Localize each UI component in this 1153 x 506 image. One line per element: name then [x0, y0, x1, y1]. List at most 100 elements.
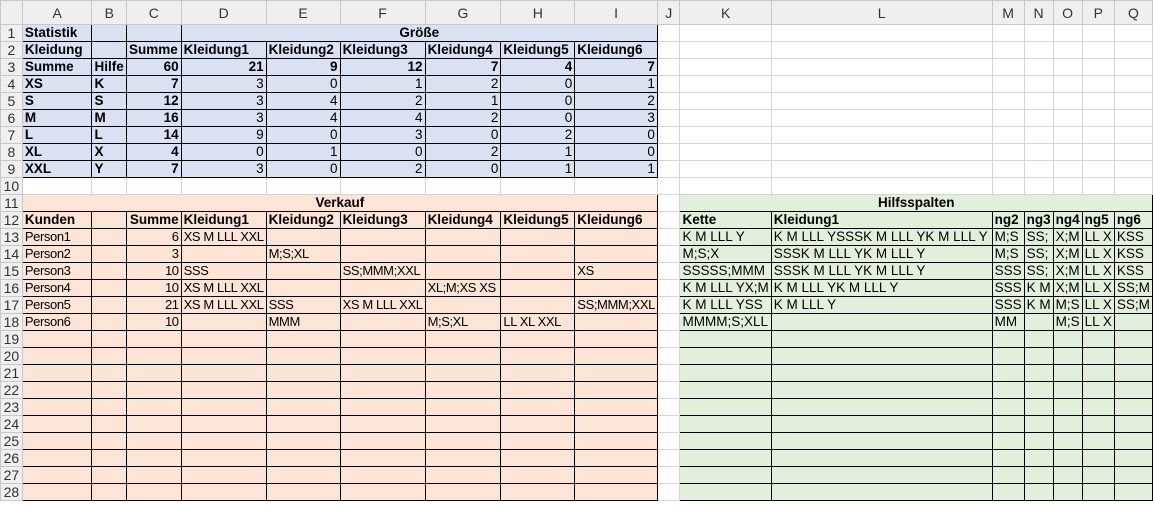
cell-O4[interactable]	[1052, 75, 1083, 93]
cell-K3[interactable]	[679, 58, 772, 76]
cell-H24[interactable]	[500, 415, 576, 433]
cell-B27[interactable]	[91, 466, 128, 484]
cell-P4[interactable]	[1081, 75, 1115, 93]
cell-B5[interactable]: S	[91, 92, 128, 110]
cell-A1[interactable]: Statistik	[21, 24, 93, 42]
cell-M22[interactable]	[991, 381, 1025, 399]
cell-C3[interactable]: 60	[126, 58, 182, 76]
cell-L4[interactable]	[770, 75, 993, 93]
cell-D17[interactable]: XS M LLL XXL	[180, 296, 267, 314]
cell-Q10[interactable]	[1113, 177, 1153, 195]
row-header-28[interactable]: 28	[0, 483, 23, 501]
cell-O24[interactable]	[1052, 415, 1083, 433]
cell-I4[interactable]: 1	[574, 75, 658, 93]
cell-H27[interactable]	[500, 466, 576, 484]
cell-O16[interactable]: X;M	[1052, 279, 1083, 297]
cell-J20[interactable]	[656, 347, 681, 365]
cell-E12[interactable]: Kleidung2	[265, 211, 341, 229]
cell-A12[interactable]: Kunden	[21, 211, 93, 229]
cell-E14[interactable]: M;S;XL	[265, 245, 341, 263]
column-header-D[interactable]: D	[180, 0, 267, 25]
cell-D28[interactable]	[180, 483, 267, 501]
column-header-L[interactable]: L	[770, 0, 993, 25]
column-header-P[interactable]: P	[1081, 0, 1115, 25]
cell-L2[interactable]	[770, 41, 993, 59]
cell-J5[interactable]	[656, 92, 681, 110]
cell-G19[interactable]	[424, 330, 502, 348]
row-header-19[interactable]: 19	[0, 330, 23, 348]
cell-J22[interactable]	[656, 381, 681, 399]
column-header-Q[interactable]: Q	[1113, 0, 1153, 25]
cell-J2[interactable]	[656, 41, 681, 59]
row-header-10[interactable]: 10	[0, 177, 23, 195]
cell-A4[interactable]: XS	[21, 75, 93, 93]
cell-Q9[interactable]	[1113, 160, 1153, 178]
cell-E24[interactable]	[265, 415, 341, 433]
cell-N3[interactable]	[1023, 58, 1054, 76]
row-header-21[interactable]: 21	[0, 364, 23, 382]
cell-P9[interactable]	[1081, 160, 1115, 178]
cell-O26[interactable]	[1052, 449, 1083, 467]
cell-Q27[interactable]	[1113, 466, 1153, 484]
cell-C1[interactable]	[126, 24, 182, 42]
cell-A3[interactable]: Summe	[21, 58, 93, 76]
cell-I7[interactable]: 0	[574, 126, 658, 144]
cell-H7[interactable]: 2	[500, 126, 576, 144]
cell-I13[interactable]	[574, 228, 658, 246]
cell-A28[interactable]	[21, 483, 93, 501]
cell-N13[interactable]: SS;	[1023, 228, 1054, 246]
cell-P26[interactable]	[1081, 449, 1115, 467]
row-header-9[interactable]: 9	[0, 160, 23, 178]
column-header-E[interactable]: E	[265, 0, 341, 25]
cell-Q28[interactable]	[1113, 483, 1153, 501]
cell-G7[interactable]: 0	[424, 126, 502, 144]
cell-M12[interactable]: ng2	[991, 211, 1025, 229]
cell-F13[interactable]	[339, 228, 426, 246]
cell-E23[interactable]	[265, 398, 341, 416]
cell-I12[interactable]: Kleidung6	[574, 211, 658, 229]
cell-A10[interactable]	[21, 177, 93, 195]
cell-N10[interactable]	[1023, 177, 1054, 195]
cell-L16[interactable]: K M LLL YK M LLL Y	[770, 279, 993, 297]
cell-M21[interactable]	[991, 364, 1025, 382]
cell-M5[interactable]	[991, 92, 1025, 110]
cell-H23[interactable]	[500, 398, 576, 416]
cell-K14[interactable]: M;S;X	[679, 245, 772, 263]
cell-H6[interactable]: 0	[500, 109, 576, 127]
cell-D15[interactable]: SSS	[180, 262, 267, 280]
cell-K9[interactable]	[679, 160, 772, 178]
cell-M15[interactable]: SSS	[991, 262, 1025, 280]
cell-Q4[interactable]	[1113, 75, 1153, 93]
cell-E10[interactable]	[265, 177, 341, 195]
cell-P18[interactable]: LL X	[1081, 313, 1115, 331]
cell-I9[interactable]: 1	[574, 160, 658, 178]
cell-I26[interactable]	[574, 449, 658, 467]
cell-G9[interactable]: 0	[424, 160, 502, 178]
cell-O3[interactable]	[1052, 58, 1083, 76]
cell-O10[interactable]	[1052, 177, 1083, 195]
cell-H22[interactable]	[500, 381, 576, 399]
cell-Q15[interactable]: KSS	[1113, 262, 1153, 280]
cell-E22[interactable]	[265, 381, 341, 399]
cell-G17[interactable]	[424, 296, 502, 314]
cell-A18[interactable]: Person6	[21, 313, 93, 331]
cell-D22[interactable]	[180, 381, 267, 399]
cell-B7[interactable]: L	[91, 126, 128, 144]
cell-H13[interactable]	[500, 228, 576, 246]
cell-G12[interactable]: Kleidung4	[424, 211, 502, 229]
cell-J17[interactable]	[656, 296, 681, 314]
cell-H19[interactable]	[500, 330, 576, 348]
cell-M9[interactable]	[991, 160, 1025, 178]
cell-K21[interactable]	[679, 364, 772, 382]
cell-N15[interactable]: SS;	[1023, 262, 1054, 280]
cell-B24[interactable]	[91, 415, 128, 433]
row-header-14[interactable]: 14	[0, 245, 23, 263]
cell-H18[interactable]: LL XL XXL	[500, 313, 576, 331]
cell-K10[interactable]	[679, 177, 772, 195]
row-header-2[interactable]: 2	[0, 41, 23, 59]
cell-H5[interactable]: 0	[500, 92, 576, 110]
cell-N8[interactable]	[1023, 143, 1054, 161]
cell-Q23[interactable]	[1113, 398, 1153, 416]
column-header-O[interactable]: O	[1052, 0, 1083, 25]
cell-O6[interactable]	[1052, 109, 1083, 127]
